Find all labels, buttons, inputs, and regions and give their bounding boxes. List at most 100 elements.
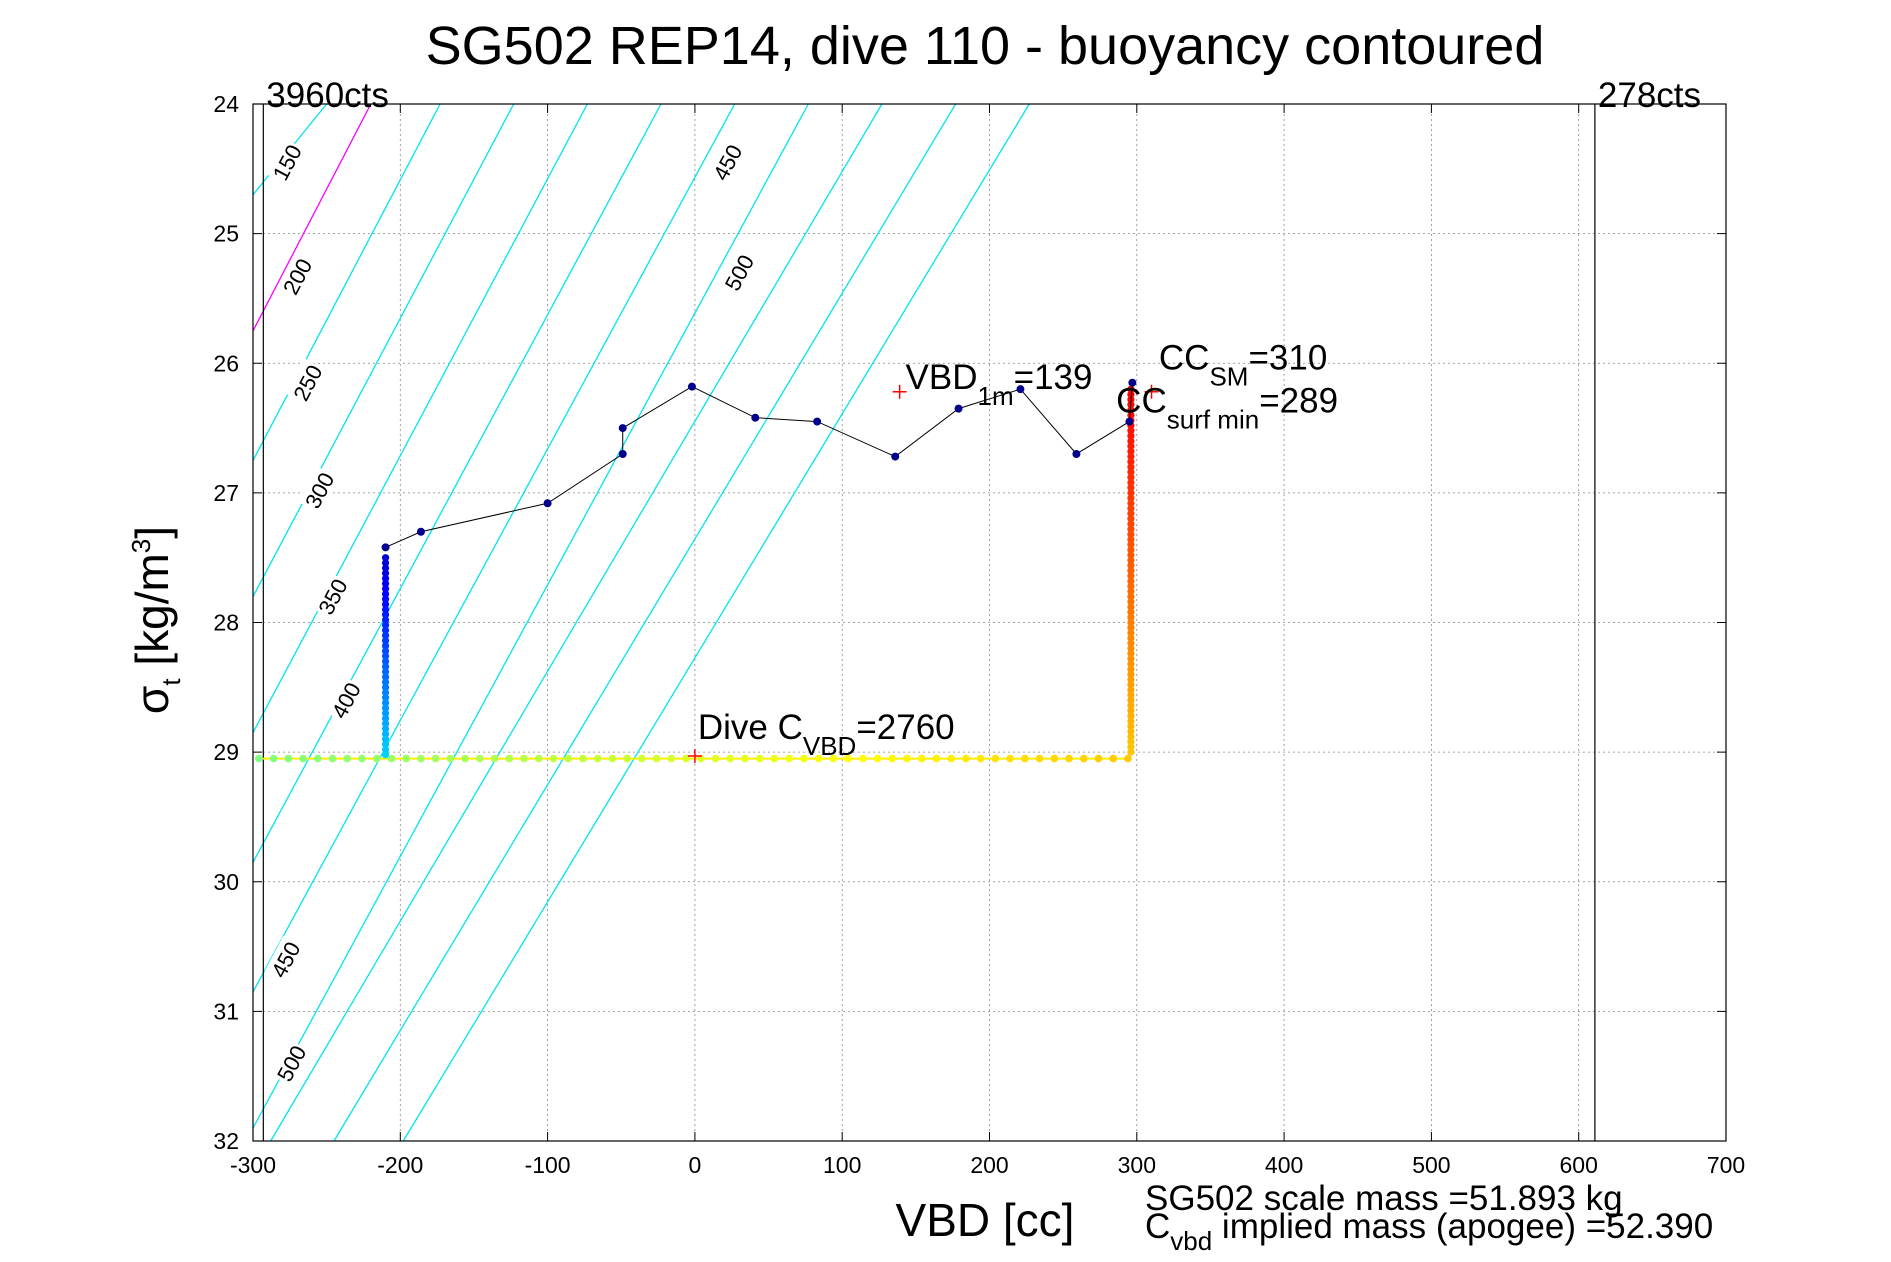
descent-point	[381, 642, 390, 650]
profile-point	[813, 417, 822, 426]
pump-point	[888, 754, 897, 763]
descent-point	[381, 725, 390, 733]
contour-line-150	[252, 103, 372, 332]
climb-point	[1127, 520, 1135, 528]
pump-point	[932, 754, 941, 763]
pump-point	[358, 754, 366, 763]
pump-point	[1094, 754, 1103, 763]
pump-point	[387, 754, 396, 763]
y-axis-label: σt [kg/m3]	[126, 526, 186, 714]
climb-point	[1127, 499, 1135, 507]
climb-point	[1127, 432, 1135, 440]
climb-point	[1127, 463, 1135, 471]
pump-point	[976, 754, 985, 763]
contour-label: 150	[268, 140, 307, 184]
climb-point	[1127, 468, 1135, 476]
climb-point	[1127, 494, 1135, 502]
x-tick-label: 100	[823, 1152, 861, 1178]
climb-point	[1127, 525, 1135, 533]
profile-point	[618, 449, 627, 458]
climb-point	[1127, 561, 1135, 570]
climb-point	[1127, 701, 1135, 710]
pump-point	[314, 754, 322, 763]
descent-point	[381, 688, 390, 697]
climb-point	[1127, 598, 1135, 606]
y-tick-label: 24	[213, 91, 239, 117]
contour-line-500	[402, 103, 1030, 1142]
climb-point	[1127, 577, 1135, 585]
profile-line	[385, 382, 1133, 548]
climb-point	[1127, 385, 1135, 393]
contour-line-300	[252, 103, 588, 733]
descent-point	[381, 580, 390, 588]
pump-point	[1050, 754, 1059, 763]
descent-point	[381, 595, 390, 603]
pump-point	[490, 754, 499, 763]
x-tick-label: 500	[1412, 1152, 1450, 1178]
descent-point	[381, 600, 390, 608]
annotation-label: VBD1m=139	[906, 358, 1093, 411]
descent-point	[381, 740, 390, 748]
climb-point	[1127, 686, 1135, 694]
climb-point	[1127, 515, 1135, 523]
pump-point	[446, 754, 455, 763]
climb-point	[1127, 644, 1135, 653]
annotation-label: Dive CVBD=2760	[698, 708, 955, 761]
climb-point	[1127, 603, 1135, 611]
pump-point	[785, 754, 793, 763]
descent-point	[381, 678, 390, 686]
descent-point	[381, 745, 390, 754]
pump-point	[461, 754, 469, 763]
profile-point	[618, 424, 627, 433]
descent-point	[381, 605, 390, 614]
climb-point	[1127, 489, 1135, 497]
axis-ticks: -300 -200 -100 0 100 200 300 400 500 600 700 24 25 26…	[213, 91, 1745, 1178]
climb-point	[1127, 629, 1135, 637]
y-tick-label: 27	[213, 480, 239, 506]
pump-point	[593, 754, 602, 763]
limit-label: 3960cts	[266, 76, 389, 115]
y-tick-label: 25	[213, 221, 239, 247]
climb-point	[1127, 504, 1135, 513]
climb-point	[1127, 675, 1135, 684]
pump-point	[476, 754, 484, 763]
climb-point	[1127, 556, 1135, 564]
pump-point	[947, 754, 956, 763]
descent-point	[381, 631, 390, 640]
pump-point	[431, 754, 440, 763]
climb-point	[1127, 592, 1135, 601]
climb-point	[1127, 707, 1135, 715]
pump-point	[770, 754, 779, 763]
descent-point	[381, 699, 390, 707]
pump-point	[667, 754, 676, 763]
climb-point	[1127, 712, 1135, 720]
contour-line-450	[333, 103, 957, 1142]
pump-point	[269, 754, 278, 763]
pump-point	[372, 754, 381, 763]
y-tick-label: 28	[213, 610, 239, 636]
profile-point	[381, 543, 390, 552]
contour-line-500	[270, 103, 883, 1142]
pump-point	[873, 754, 882, 763]
climb-point	[1127, 696, 1135, 704]
pump-point	[1006, 754, 1014, 763]
pump-point	[1021, 754, 1029, 763]
pump-point	[652, 754, 661, 763]
pump-point	[505, 754, 514, 763]
contour-line-200	[252, 103, 441, 461]
climb-point	[1127, 447, 1135, 455]
descent-point	[381, 626, 390, 634]
climb-point	[1127, 411, 1135, 419]
pump-point	[255, 754, 263, 763]
climb-point	[1127, 613, 1135, 621]
pump-point	[1124, 754, 1132, 763]
climb-point	[1127, 608, 1135, 616]
profile-point	[1128, 378, 1137, 387]
y-tick-label: 31	[213, 998, 239, 1024]
pump-point	[859, 754, 867, 763]
y-tick-label: 26	[213, 350, 239, 376]
descent-point	[381, 585, 390, 593]
pump-point	[917, 754, 926, 763]
climb-point	[1127, 722, 1135, 730]
